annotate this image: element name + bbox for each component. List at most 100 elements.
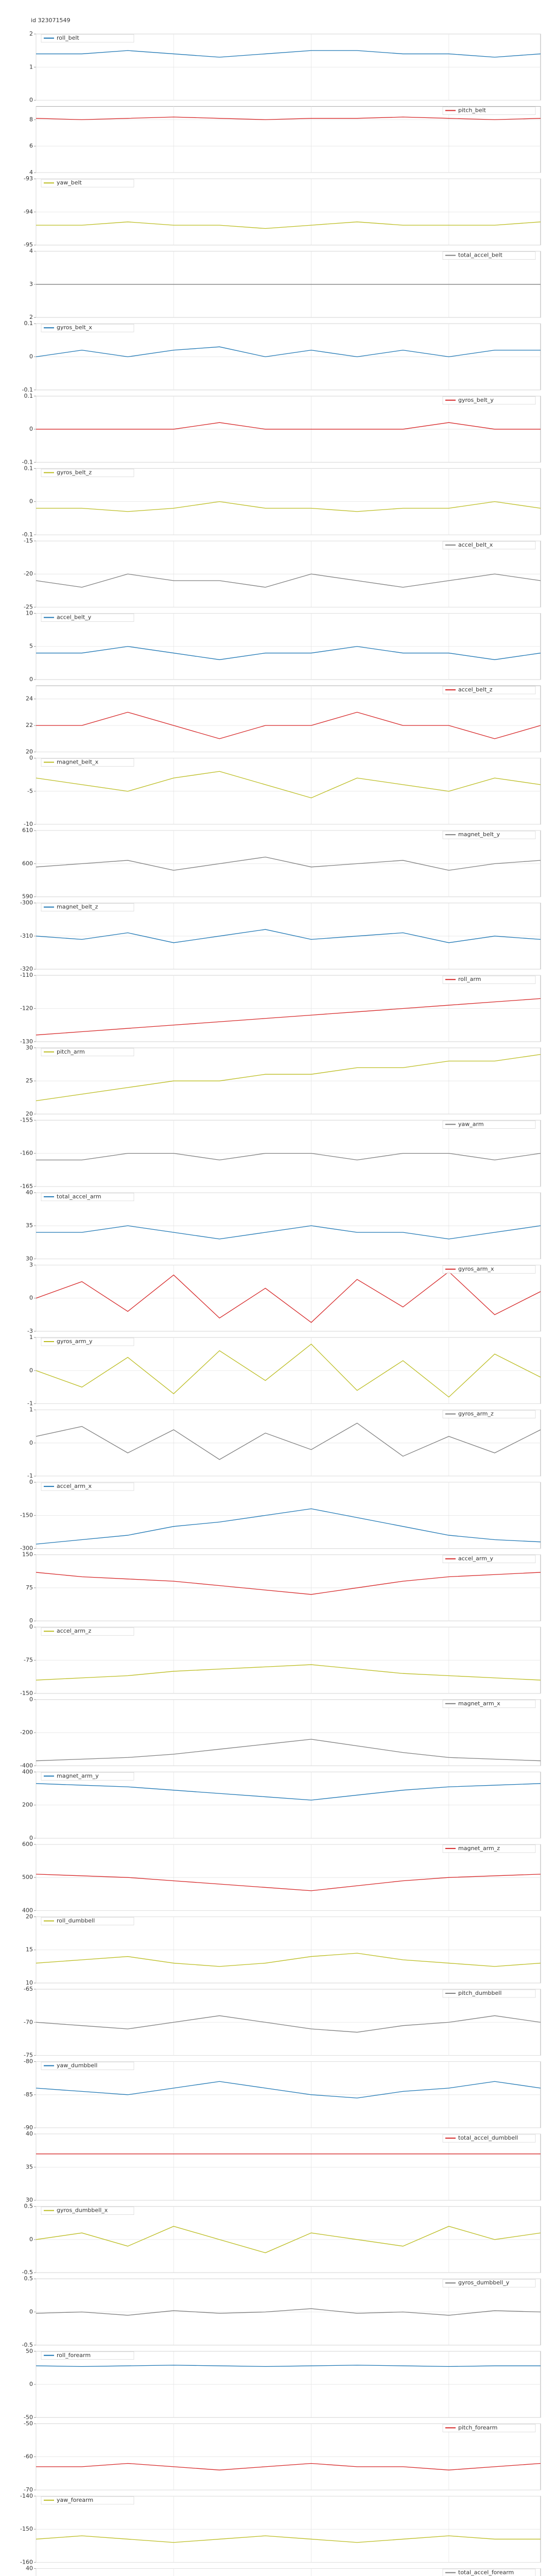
legend-box <box>442 2134 536 2143</box>
y-tick-label: 2 <box>29 30 33 37</box>
legend-box <box>442 1844 536 1853</box>
y-tick-label: 1 <box>29 63 33 70</box>
legend-label: pitch_forearm <box>458 2424 497 2431</box>
series-line <box>36 222 541 229</box>
series-line <box>36 501 541 512</box>
y-tick-label: 0.5 <box>24 2275 33 2282</box>
y-tick-label: -75 <box>24 2052 33 2059</box>
series-line <box>36 573 541 588</box>
series-line <box>36 1343 541 1398</box>
y-tick-label: 3 <box>29 1261 33 1268</box>
y-tick-label: 0 <box>29 2236 33 2243</box>
y-tick-label: 0 <box>29 1367 33 1374</box>
legend-label: roll_belt <box>57 35 79 41</box>
y-tick-label: -80 <box>24 2058 33 2065</box>
y-tick-label: 6 <box>29 143 33 149</box>
legend-box <box>41 469 134 477</box>
legend-box <box>41 179 134 188</box>
series-line <box>36 1153 541 1161</box>
series-line <box>36 2015 541 2033</box>
legend-label: yaw_dumbbell <box>57 2062 97 2069</box>
series-line <box>36 2081 541 2098</box>
legend-label: accel_arm_z <box>57 1628 91 1634</box>
y-tick-label: 0 <box>29 1295 33 1301</box>
series-line <box>36 1271 541 1323</box>
y-tick-label: -65 <box>24 1986 33 1992</box>
y-tick-label: -160 <box>20 1150 33 1157</box>
legend-label: pitch_belt <box>458 107 486 114</box>
y-tick-label: 30 <box>26 1044 33 1051</box>
y-tick-label: 0 <box>29 1835 33 1841</box>
y-tick-label: 10 <box>26 1979 33 1986</box>
y-tick-label: -320 <box>20 965 33 972</box>
legend-label: gyros_belt_x <box>57 324 92 331</box>
y-tick-label: -60 <box>24 2453 33 2460</box>
legend-label: roll_forearm <box>57 2352 91 2359</box>
y-tick-label: -300 <box>20 900 33 906</box>
y-tick-label: -75 <box>24 1657 33 1664</box>
y-tick-label: -160 <box>20 2558 33 2565</box>
y-tick-label: 30 <box>26 2197 33 2204</box>
series-line <box>36 1874 541 1891</box>
series-line <box>36 2226 541 2253</box>
y-tick-label: 400 <box>22 1907 33 1913</box>
legend-box <box>41 1772 134 1781</box>
y-tick-label: 4 <box>29 248 33 255</box>
legend-label: gyros_arm_x <box>458 1265 494 1272</box>
y-tick-label: 40 <box>26 1189 33 1196</box>
legend-box <box>442 1410 536 1418</box>
y-tick-label: 40 <box>26 2565 33 2571</box>
legend-label: pitch_dumbbell <box>458 1990 501 1996</box>
y-tick-label: 0 <box>29 1696 33 1703</box>
y-tick-label: 150 <box>22 1551 33 1558</box>
y-tick-label: -0.5 <box>22 2342 33 2348</box>
series-line <box>36 1572 541 1595</box>
y-tick-label: -165 <box>20 1183 33 1190</box>
legend-label: yaw_forearm <box>57 2497 93 2503</box>
y-tick-label: -130 <box>20 1038 33 1045</box>
legend-box <box>442 1265 536 1274</box>
y-tick-label: -0.1 <box>22 459 33 465</box>
y-tick-label: -1 <box>27 1472 33 1479</box>
legend-box <box>41 2351 134 2360</box>
legend-box <box>442 2424 536 2432</box>
y-tick-label: 610 <box>22 827 33 834</box>
y-tick-label: 0 <box>29 353 33 360</box>
y-tick-label: -10 <box>24 821 33 827</box>
legend-box <box>41 2496 134 2505</box>
y-tick-label: 0.1 <box>24 320 33 327</box>
y-tick-label: -0.5 <box>22 2269 33 2276</box>
y-tick-label: -95 <box>24 242 33 248</box>
y-tick-label: -15 <box>24 537 33 544</box>
series-line <box>36 2535 541 2543</box>
y-tick-label: 0 <box>29 1617 33 1624</box>
legend-box <box>442 541 536 550</box>
y-tick-label: 200 <box>22 1802 33 1808</box>
y-tick-label: 75 <box>26 1584 33 1591</box>
legend-label: magnet_belt_y <box>458 831 500 838</box>
y-tick-label: -70 <box>24 2486 33 2493</box>
y-tick-label: 30 <box>26 1255 33 1262</box>
y-tick-label: -5 <box>27 788 33 794</box>
y-tick-label: 0 <box>29 755 33 761</box>
series-line <box>36 1508 541 1545</box>
y-tick-label: 600 <box>22 1841 33 1848</box>
y-tick-label: 0 <box>29 1439 33 1446</box>
legend-box <box>41 1048 134 1057</box>
series-line <box>36 50 541 58</box>
legend-box <box>442 686 536 694</box>
y-tick-label: -120 <box>20 1005 33 1012</box>
y-tick-label: 35 <box>26 2163 33 2170</box>
series-line <box>36 2365 541 2367</box>
legend-label: roll_dumbbell <box>57 1917 95 1924</box>
y-tick-label: 0 <box>29 676 33 683</box>
legend-box <box>41 1917 134 1925</box>
legend-box <box>41 903 134 911</box>
y-tick-label: -140 <box>20 2493 33 2499</box>
y-tick-label: -1 <box>27 1400 33 1407</box>
legend-label: pitch_arm <box>57 1048 85 1055</box>
y-tick-label: 10 <box>26 609 33 616</box>
panel-frame <box>36 685 541 752</box>
y-tick-label: 0.5 <box>24 2203 33 2210</box>
